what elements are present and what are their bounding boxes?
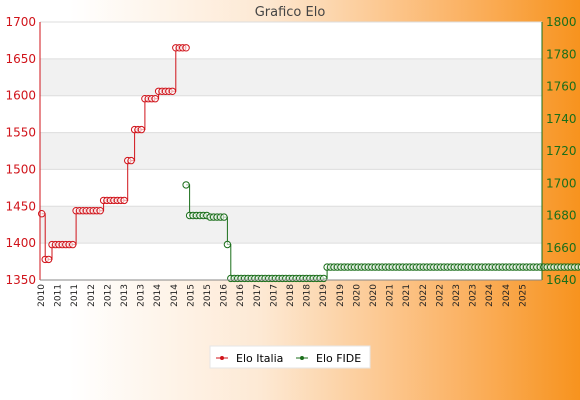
data-point: [223, 240, 232, 249]
data-point: [69, 240, 77, 249]
right-tick-label: 1640: [546, 273, 577, 287]
x-tick-label: 2018: [303, 284, 313, 307]
axes: [39, 22, 543, 281]
x-tick-label: 2024: [485, 284, 495, 307]
left-tick-label: 1500: [5, 162, 36, 176]
x-tick-label: 2021: [386, 284, 396, 307]
x-tick-label: 2024: [502, 284, 512, 307]
x-tick-label: 2019: [336, 284, 346, 307]
data-point: [220, 213, 228, 221]
x-tick-label: 2017: [253, 284, 263, 307]
x-tick-label: 2014: [170, 284, 180, 307]
left-axis-ticks: 1350 1400 1450 1500 1550 1600 1650 1700: [5, 15, 36, 287]
left-tick-label: 1700: [5, 15, 36, 29]
plot-band: [40, 22, 542, 59]
x-tick-label: 2022: [419, 284, 429, 307]
data-point: [120, 196, 128, 205]
data-point: [182, 181, 190, 189]
x-tick-label: 2018: [286, 284, 296, 307]
legend-swatch-marker: [220, 356, 224, 360]
chart-title: Grafico Elo: [255, 5, 326, 20]
x-tick-label: 2020: [369, 284, 379, 307]
x-tick-label: 2015: [203, 284, 213, 307]
plot-band: [40, 95, 542, 133]
plot-band: [40, 243, 542, 280]
x-tick-label: 2020: [352, 284, 362, 307]
x-tick-label: 2022: [435, 284, 445, 307]
left-tick-label: 1600: [5, 89, 36, 103]
data-point: [44, 255, 53, 264]
series-elo-fide: [182, 181, 580, 283]
x-tick-label: 2023: [452, 284, 462, 307]
legend: Elo Italia Elo FIDE: [209, 345, 371, 369]
data-point: [151, 95, 159, 103]
x-tick-label: 2013: [120, 284, 130, 307]
left-tick-label: 1450: [5, 199, 36, 213]
x-tick-label: 2012: [103, 284, 113, 307]
series-layer: [38, 44, 580, 283]
left-tick-label: 1550: [5, 126, 36, 140]
data-point: [137, 125, 146, 134]
left-tick-label: 1350: [5, 273, 36, 287]
data-point: [38, 210, 46, 218]
x-tick-label: 2010: [37, 284, 47, 307]
x-tick-label: 2011: [70, 284, 80, 307]
x-tick-label: 2014: [153, 284, 163, 307]
right-tick-label: 1760: [546, 80, 577, 94]
x-tick-label: 2015: [186, 284, 196, 307]
plot-band: [40, 206, 542, 244]
plot-background: [40, 22, 542, 280]
right-tick-label: 1720: [546, 144, 577, 158]
left-tick-label: 1650: [5, 52, 36, 66]
x-tick-label: 2021: [402, 284, 412, 307]
x-tick-label: 2016: [236, 284, 246, 307]
legend-label: Elo FIDE: [316, 352, 361, 365]
x-tick-label: 2013: [137, 284, 147, 307]
right-tick-label: 1700: [546, 176, 577, 190]
right-axis-ticks: 1640 1660 1680 1700 1720 1740 1760 1780 1800: [546, 15, 577, 287]
right-tick-label: 1800: [546, 15, 577, 29]
legend-box: [209, 345, 371, 369]
data-point: [96, 207, 104, 215]
x-tick-label: 2011: [54, 284, 64, 307]
plot-band: [40, 132, 542, 170]
x-axis-ticks: 2010 2011 2011 2012 2012 2013 2013 2014 2014 2015…: [37, 284, 528, 307]
data-point: [168, 87, 177, 96]
legend-swatch-marker: [300, 356, 304, 360]
right-tick-label: 1740: [546, 112, 577, 126]
left-tick-label: 1400: [5, 236, 36, 250]
legend-label: Elo Italia: [236, 352, 283, 365]
right-tick-label: 1680: [546, 209, 577, 223]
x-tick-label: 2023: [469, 284, 479, 307]
x-tick-label: 2019: [319, 284, 329, 307]
data-point: [320, 274, 328, 283]
plot-band: [40, 58, 542, 96]
x-tick-label: 2012: [87, 284, 97, 307]
x-tick-label: 2016: [220, 284, 230, 307]
x-tick-label: 2025: [518, 284, 528, 307]
right-tick-label: 1660: [546, 241, 577, 255]
right-tick-label: 1780: [546, 47, 577, 61]
x-tick-label: 2017: [269, 284, 279, 307]
data-point: [182, 44, 190, 52]
data-point: [127, 156, 135, 165]
